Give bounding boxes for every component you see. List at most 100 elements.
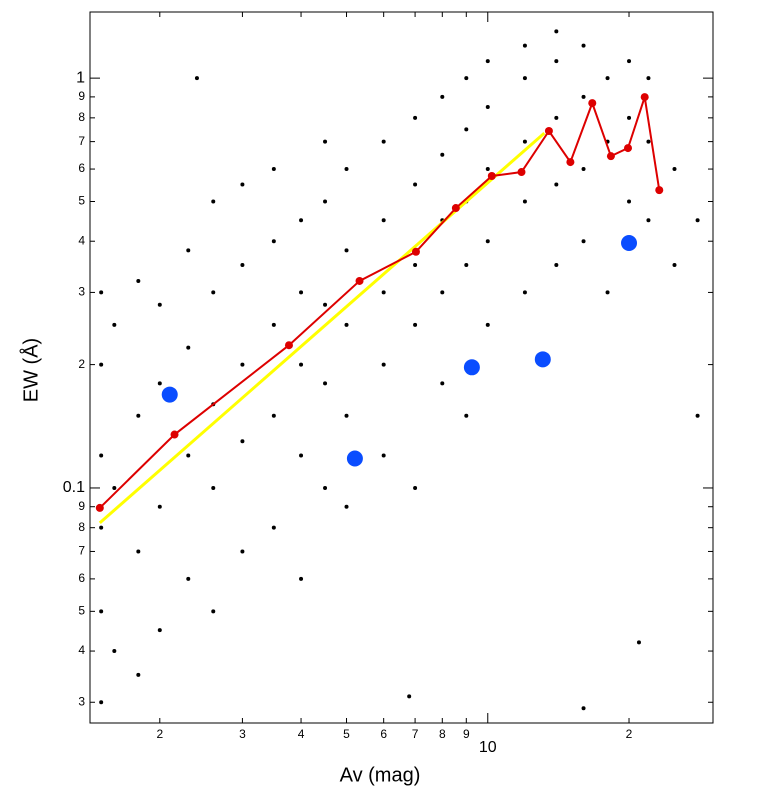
scatter-point bbox=[381, 362, 386, 367]
scatter-point bbox=[186, 345, 191, 350]
line-point bbox=[517, 168, 526, 177]
scatter-point bbox=[413, 322, 418, 327]
y-tick-label: 3 bbox=[78, 694, 85, 708]
line-point bbox=[544, 127, 553, 136]
scatter-point bbox=[157, 628, 162, 633]
y-tick-label: 3 bbox=[78, 285, 85, 299]
scatter-point bbox=[112, 485, 117, 490]
scatter-point bbox=[621, 235, 638, 252]
scatter-point bbox=[522, 290, 527, 295]
scatter-point bbox=[240, 362, 245, 367]
scatter-point bbox=[323, 199, 328, 204]
scatter-point bbox=[240, 182, 245, 187]
line-point bbox=[588, 99, 597, 108]
scatter-point bbox=[271, 525, 276, 530]
scatter-point bbox=[464, 413, 469, 418]
scatter-point bbox=[646, 218, 651, 223]
scatter-point bbox=[413, 262, 418, 267]
line-point bbox=[606, 152, 615, 161]
y-tick-label: 4 bbox=[78, 233, 85, 247]
y-tick-label: 5 bbox=[78, 604, 85, 618]
x-tick-label: 2 bbox=[626, 727, 633, 741]
scatter-point bbox=[554, 115, 559, 120]
trend-line bbox=[98, 132, 546, 524]
scatter-point bbox=[136, 278, 141, 283]
scatter-point bbox=[299, 576, 304, 581]
scatter-point bbox=[99, 525, 104, 530]
scatter-point bbox=[161, 386, 178, 403]
scatter-point bbox=[581, 94, 586, 99]
line-point bbox=[411, 247, 420, 256]
scatter-point bbox=[407, 694, 412, 699]
scatter-point bbox=[522, 43, 527, 48]
scatter-point bbox=[534, 351, 551, 368]
scatter-point bbox=[211, 199, 216, 204]
scatter-point bbox=[381, 290, 386, 295]
scatter-point bbox=[646, 76, 651, 81]
x-tick-label: 7 bbox=[412, 727, 419, 741]
scatter-point bbox=[554, 262, 559, 267]
scatter-point bbox=[413, 115, 418, 120]
scatter-point bbox=[344, 248, 349, 253]
scatter-point bbox=[112, 322, 117, 327]
y-tick-label: 9 bbox=[78, 499, 85, 513]
scatter-point bbox=[522, 139, 527, 144]
y-tick-label: 2 bbox=[78, 357, 85, 371]
y-tick-label: 6 bbox=[78, 161, 85, 175]
scatter-point bbox=[211, 609, 216, 614]
scatter-point bbox=[464, 76, 469, 81]
scatter-point bbox=[240, 439, 245, 444]
scatter-point bbox=[485, 105, 490, 110]
scatter-point bbox=[485, 322, 490, 327]
scatter-point bbox=[323, 485, 328, 490]
scatter-point bbox=[299, 218, 304, 223]
scatter-point bbox=[695, 218, 700, 223]
line-point bbox=[655, 186, 664, 195]
scatter-point bbox=[323, 302, 328, 307]
scatter-point bbox=[581, 167, 586, 172]
x-tick-label: 6 bbox=[380, 727, 387, 741]
line-point bbox=[640, 93, 649, 102]
line-point bbox=[355, 276, 364, 285]
scatter-point bbox=[554, 59, 559, 64]
plot-frame bbox=[89, 11, 714, 724]
scatter-point bbox=[240, 262, 245, 267]
scatter-point bbox=[136, 549, 141, 554]
scatter-point bbox=[271, 413, 276, 418]
scatter-point bbox=[672, 167, 677, 172]
x-tick-label: 3 bbox=[239, 727, 246, 741]
scatter-point bbox=[440, 152, 445, 157]
x-tick-label: 8 bbox=[439, 727, 446, 741]
scatter-point bbox=[463, 359, 480, 376]
scatter-point bbox=[627, 115, 632, 120]
scatter-point bbox=[381, 218, 386, 223]
scatter-point bbox=[346, 450, 363, 467]
scatter-point bbox=[211, 290, 216, 295]
scatter-point bbox=[99, 362, 104, 367]
line-point bbox=[451, 204, 460, 213]
y-axis-label: EW (Å) bbox=[19, 338, 42, 402]
scatter-point bbox=[581, 43, 586, 48]
scatter-point bbox=[157, 302, 162, 307]
scatter-point bbox=[186, 453, 191, 458]
scatter-point bbox=[99, 700, 104, 705]
scatter-point bbox=[581, 239, 586, 244]
y-tick-label: 9 bbox=[78, 89, 85, 103]
scatter-point bbox=[554, 29, 559, 34]
scatter-point bbox=[136, 672, 141, 677]
scatter-point bbox=[299, 290, 304, 295]
scatter-point bbox=[240, 549, 245, 554]
scatter-point bbox=[299, 362, 304, 367]
scatter-point bbox=[112, 649, 117, 654]
y-tick-label: 8 bbox=[78, 520, 85, 534]
scatter-point bbox=[646, 139, 651, 144]
x-tick-label: 10 bbox=[479, 739, 497, 756]
y-tick-label: 7 bbox=[78, 134, 85, 148]
x-tick-label: 9 bbox=[463, 727, 470, 741]
x-axis-label: Av (mag) bbox=[340, 764, 421, 786]
x-tick-label: 5 bbox=[343, 727, 350, 741]
line-point bbox=[566, 158, 575, 167]
x-tick-label: 4 bbox=[298, 727, 305, 741]
y-tick-label: 4 bbox=[78, 643, 85, 657]
line-point bbox=[487, 172, 496, 181]
